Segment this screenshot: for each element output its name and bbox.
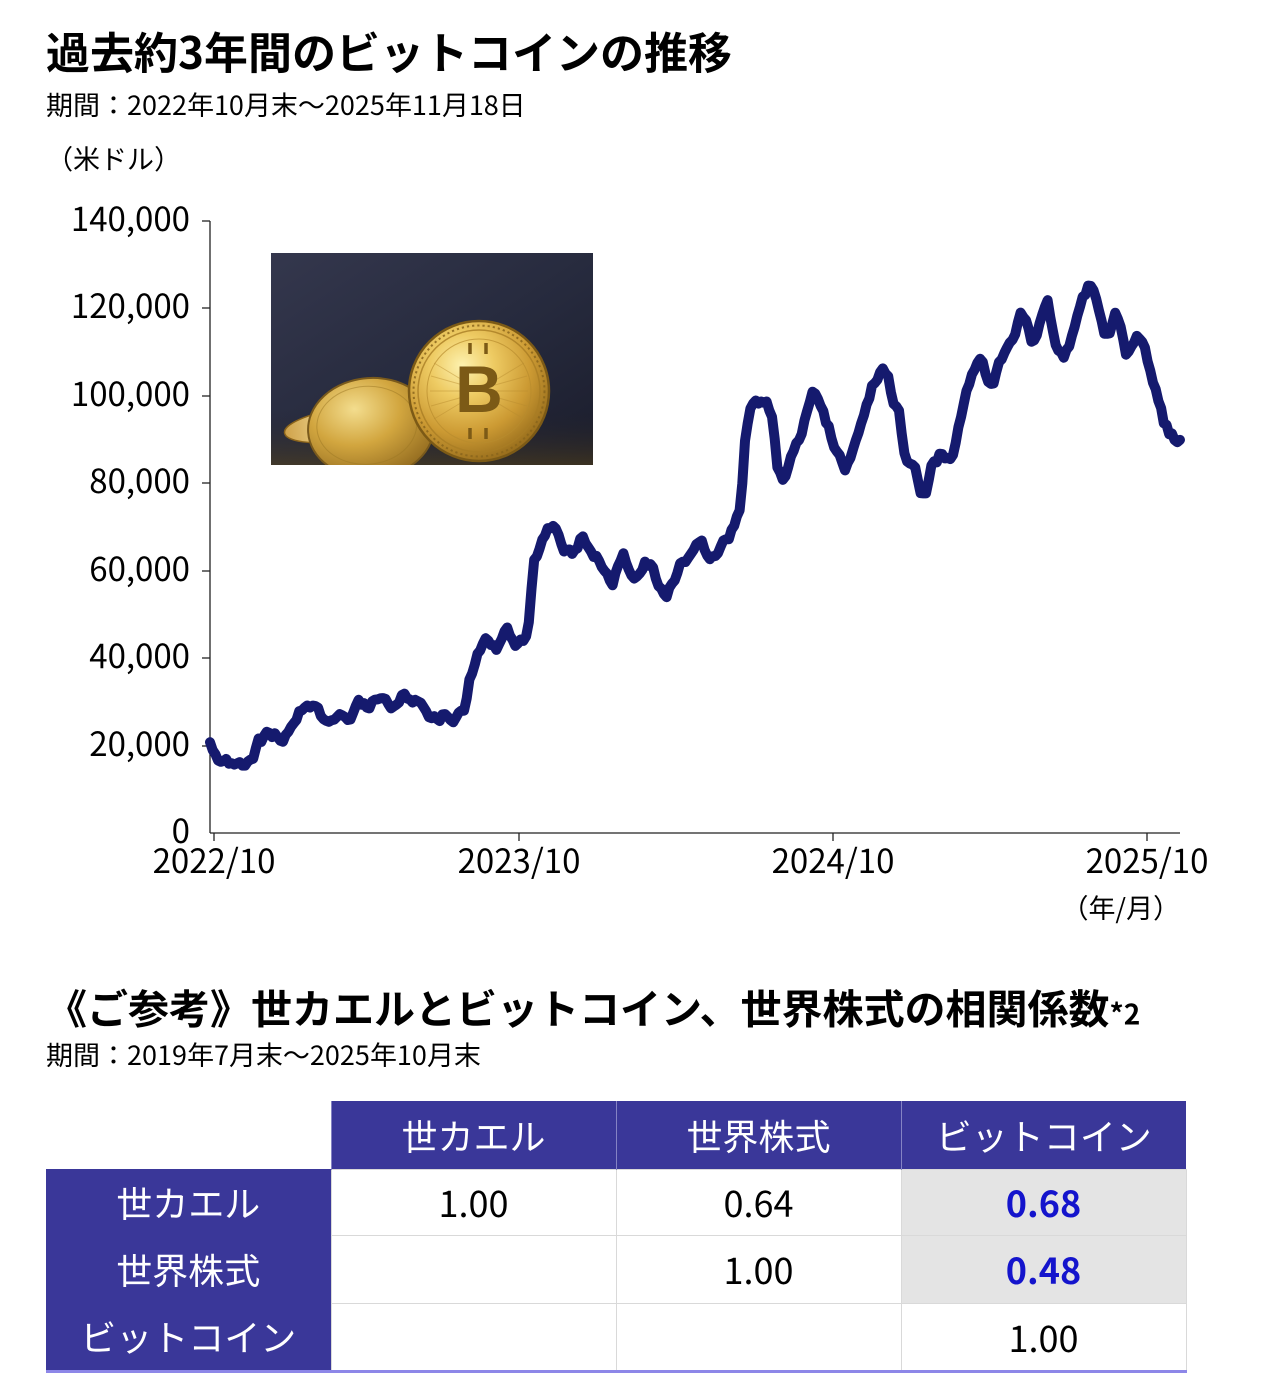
svg-text:100,000: 100,000	[71, 368, 190, 416]
svg-text:40,000: 40,000	[89, 630, 190, 678]
svg-text:2024/10: 2024/10	[772, 835, 895, 883]
svg-text:60,000: 60,000	[89, 543, 190, 591]
svg-text:80,000: 80,000	[89, 455, 190, 503]
svg-text:2025/10: 2025/10	[1086, 835, 1209, 883]
svg-text:2022/10: 2022/10	[153, 835, 276, 883]
svg-text:2023/10: 2023/10	[458, 835, 581, 883]
svg-text:（年/月）: （年/月）	[1061, 887, 1180, 926]
svg-text:140,000: 140,000	[71, 193, 190, 241]
svg-text:120,000: 120,000	[71, 280, 190, 328]
svg-text:20,000: 20,000	[89, 718, 190, 766]
